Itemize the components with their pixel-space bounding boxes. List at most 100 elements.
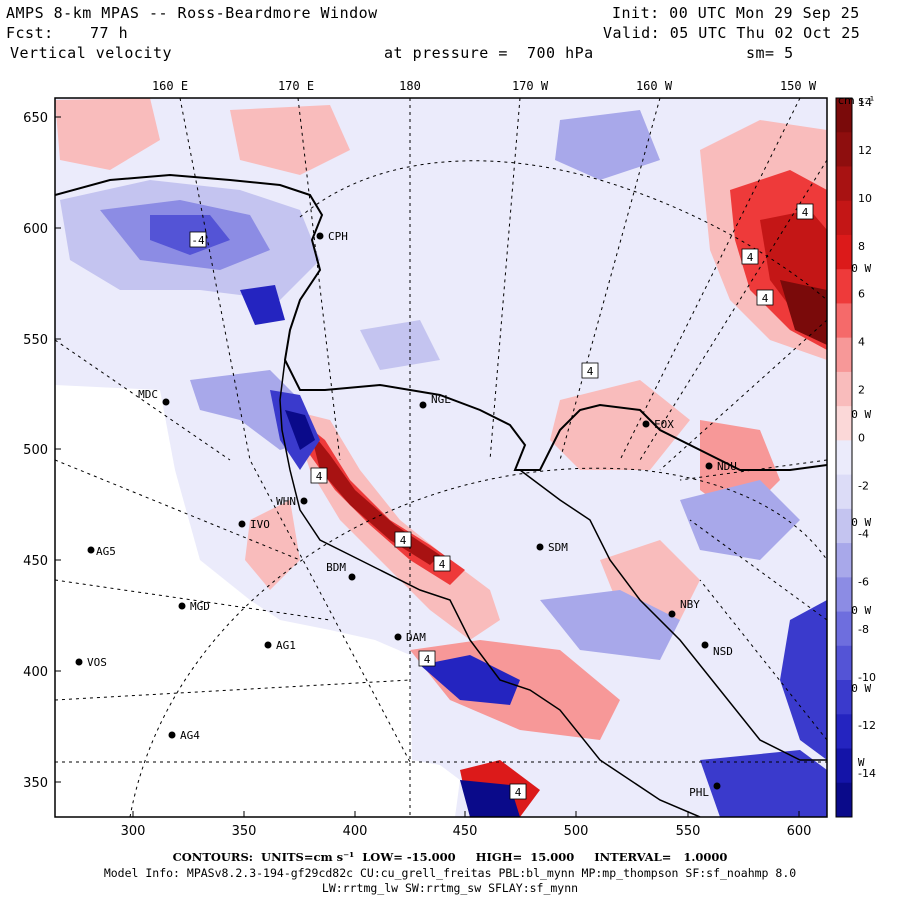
negative-region xyxy=(360,320,440,370)
axis-ticks xyxy=(55,116,800,817)
station-marker xyxy=(713,782,721,790)
colorbar-label: 2 xyxy=(858,384,865,397)
station-marker xyxy=(642,420,650,428)
svg-text:4: 4 xyxy=(587,365,594,378)
colorbar-label: 10 xyxy=(858,192,872,205)
longitude-label: 160 W xyxy=(636,79,673,93)
station-marker xyxy=(300,497,308,505)
station-marker xyxy=(162,398,170,406)
svg-text:4: 4 xyxy=(802,206,809,219)
y-tick-label: 350 xyxy=(23,776,48,791)
colorbar-swatch xyxy=(836,474,852,510)
svg-text:4: 4 xyxy=(400,534,407,547)
negative-region xyxy=(240,285,285,325)
map-field xyxy=(55,98,827,817)
colorbar-label: -12 xyxy=(858,719,876,732)
forecast-hours: 77 h xyxy=(90,24,129,42)
contour-label: 4 xyxy=(509,783,527,800)
negative-region xyxy=(700,750,827,817)
contour-labels: -4 4 4 4 4 4 4 4 4 4 xyxy=(189,203,814,800)
init-time: Init: 00 UTC Mon 29 Sep 25 xyxy=(612,4,860,22)
longitude-label: 160 E xyxy=(152,79,188,93)
contour-label: 4 xyxy=(581,362,599,379)
negative-region xyxy=(460,780,520,817)
colorbar xyxy=(835,97,853,818)
contour-label: 4 xyxy=(310,467,328,484)
longitude-label: 180 xyxy=(399,79,421,93)
station-label: MGD xyxy=(190,600,210,613)
positive-region xyxy=(230,105,350,175)
colorbar-label: 12 xyxy=(858,144,872,157)
colorbar-label: -4 xyxy=(858,527,869,540)
model-info: Model Info: MPASv8.2.3-194-gf29cd82c CU:… xyxy=(103,866,797,880)
x-tick-label: 400 xyxy=(343,824,368,839)
contour-info: CONTOURS: UNITS=cm s⁻¹ LOW= -15.000 HIGH… xyxy=(172,850,728,864)
colorbar-swatch xyxy=(836,680,852,715)
station-label: AG4 xyxy=(180,729,200,742)
negative-region xyxy=(420,655,520,705)
colorbar-label: -6 xyxy=(858,575,869,588)
x-tick-label: 600 xyxy=(787,824,812,839)
positive-region xyxy=(780,280,827,345)
colorbar-swatch xyxy=(836,303,852,339)
positive-region xyxy=(300,420,465,585)
graticule xyxy=(55,98,827,817)
colorbar-swatch xyxy=(836,234,852,270)
colorbar-label: 0 xyxy=(858,432,865,445)
contour-label: 4 xyxy=(741,248,759,265)
colorbar-swatch xyxy=(836,337,852,373)
station-label: CPH xyxy=(328,230,348,243)
svg-text:4: 4 xyxy=(762,292,769,305)
colorbar-swatch xyxy=(836,166,852,202)
station-label: FOX xyxy=(654,418,674,431)
colorbar-labels: 14 12 10 8 6 4 2 0 -2 -4 -6 -8 -10 -12 -14 xyxy=(858,96,876,780)
station-label: NDU xyxy=(717,460,737,473)
station-label: AG5 xyxy=(96,545,116,558)
colorbar-swatch xyxy=(836,440,852,476)
colorbar-label: -10 xyxy=(858,671,876,684)
station-marker xyxy=(536,543,544,551)
longitude-labels: 160 E 170 E 180 170 W 160 W 150 W xyxy=(152,79,817,93)
colorbar-label: -14 xyxy=(858,767,876,780)
y-tick-labels: 650 600 550 500 450 400 350 xyxy=(23,111,48,791)
coastline xyxy=(519,469,827,761)
y-tick-label: 400 xyxy=(23,665,48,680)
contour-label: 4 xyxy=(756,289,774,306)
station-label: DAM xyxy=(406,631,426,644)
colorbar-swatch xyxy=(836,748,852,784)
positive-region xyxy=(245,500,300,590)
station-label: NSD xyxy=(713,645,733,658)
negative-region xyxy=(555,110,660,180)
negative-region xyxy=(540,590,680,660)
station-marker xyxy=(348,573,356,581)
x-tick-label: 500 xyxy=(564,824,589,839)
station-marker xyxy=(178,602,186,610)
forecast-label: Fcst: xyxy=(6,24,54,42)
y-tick-label: 600 xyxy=(23,222,48,237)
pressure-level: at pressure = 700 hPa xyxy=(384,44,594,62)
station-marker xyxy=(701,641,709,649)
station-marker xyxy=(668,610,676,618)
negative-region xyxy=(780,600,827,760)
colorbar-swatch xyxy=(836,782,852,818)
svg-text:-4: -4 xyxy=(191,234,205,247)
x-tick-label: 350 xyxy=(232,824,257,839)
station-label: BDM xyxy=(326,561,346,574)
colorbar-units: cm s⁻¹ xyxy=(838,94,874,107)
colorbar-swatch xyxy=(836,200,852,236)
y-tick-label: 550 xyxy=(23,333,48,348)
station-label: VOS xyxy=(87,656,107,669)
longitude-label: 150 W xyxy=(780,79,817,93)
svg-text:4: 4 xyxy=(439,558,446,571)
stations: CPH MDC NGL FOX NDU WHN IVO AG5 SDM BDM MGD NBY AG1 D… xyxy=(75,230,737,799)
colorbar-swatch xyxy=(836,714,852,750)
station-marker xyxy=(168,731,176,739)
x-tick-labels: 300 350 400 450 500 550 600 xyxy=(121,824,812,839)
negative-region xyxy=(680,480,800,560)
plot-border xyxy=(54,97,828,818)
longitude-label: 170 E xyxy=(278,79,314,93)
colorbar-swatch xyxy=(836,611,852,647)
ice-shelf-region xyxy=(55,385,460,817)
station-marker xyxy=(264,641,272,649)
model-info-2: LW:rrtmg_lw SW:rrtmg_sw SFLAY:sf_mynn xyxy=(321,881,579,895)
